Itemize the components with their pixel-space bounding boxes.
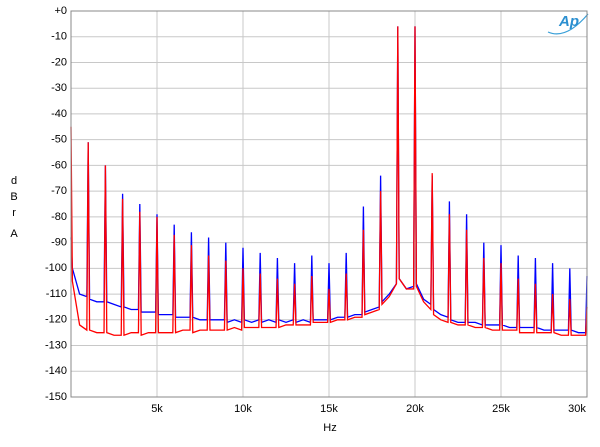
y-tick-label: -50 [51,134,67,146]
y-tick-label: -40 [51,108,67,120]
x-tick-label: 5k [151,403,163,415]
logo-swoosh [547,13,589,35]
y-tick-label: -60 [51,159,67,171]
logo: Ap [558,13,579,30]
y-tick-label: -90 [51,237,67,249]
y-tick-label: -10 [51,31,67,43]
y-tick-label: -130 [45,339,67,351]
y-axis-label: A [10,228,18,240]
series-line [70,26,588,334]
y-tick-label: -100 [45,262,67,274]
x-tick-label: 10k [234,403,252,415]
x-tick-label: 15k [320,403,338,415]
plot-border [70,10,588,398]
x-tick-label: 25k [492,403,510,415]
y-tick-label: -20 [51,56,67,68]
y-tick-label: -140 [45,365,67,377]
x-tick-label: 30k [568,403,586,415]
y-tick-label: -30 [51,82,67,94]
x-axis-label: Hz [323,422,336,434]
y-tick-label: -110 [46,288,67,300]
y-tick-label: +0 [54,5,67,17]
y-axis-label: dBr [8,175,20,223]
y-tick-label: -120 [45,314,67,326]
y-tick-label: -150 [45,391,67,403]
y-tick-label: -70 [51,185,67,197]
series-line [70,26,588,337]
x-tick-label: 20k [406,403,424,415]
y-tick-label: -80 [51,211,67,223]
